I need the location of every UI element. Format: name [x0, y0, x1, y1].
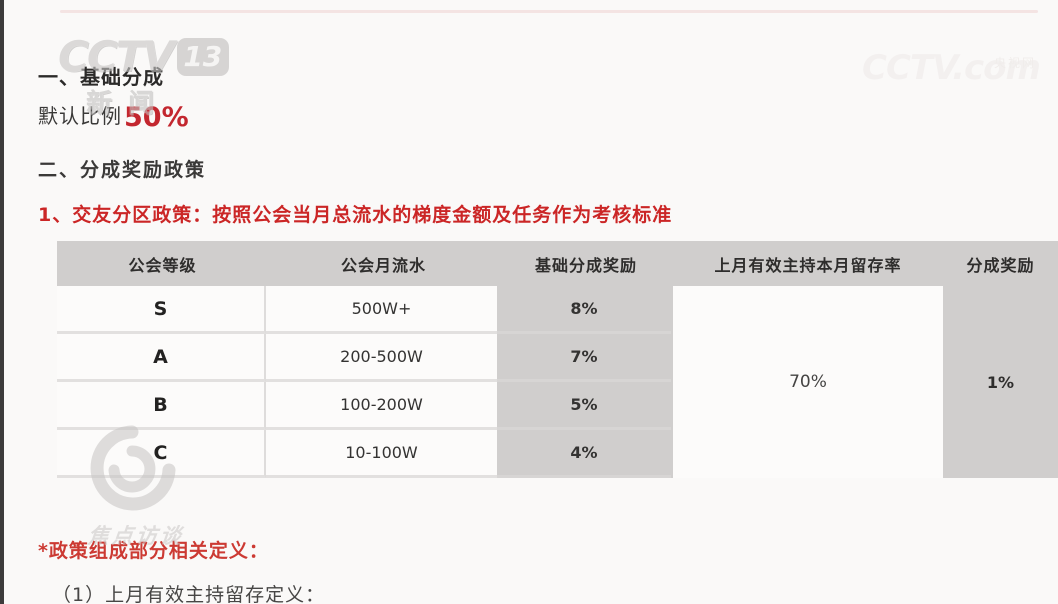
table-body: S 500W+ 8% A 200-500W 7% B 100-200W 5% C…: [57, 286, 1058, 478]
grade-cell: S: [57, 286, 266, 334]
section2-title: 二、分成奖励政策: [38, 159, 207, 181]
table-row: B 100-200W 5%: [57, 382, 1058, 430]
definition-item-1: （1）上月有效主持留存定义：: [52, 584, 326, 604]
header-guild-grade: 公会等级: [128, 255, 197, 275]
header-retention-rate: 上月有效主持本月留存率: [714, 255, 902, 275]
policy-rule-line: 1、交友分区政策：按照公会当月总流水的梯度金额及任务作为考核标准: [38, 204, 673, 226]
section1-title: 一、基础分成: [38, 65, 164, 89]
channel-13-badge: 13: [176, 37, 229, 76]
base-bonus-cell: 4%: [497, 430, 671, 478]
table-row: A 200-500W 7%: [57, 334, 1058, 382]
grade-cell: C: [57, 430, 266, 478]
grade-cell: B: [57, 382, 266, 430]
base-bonus-cell: 7%: [497, 334, 671, 382]
table-row: S 500W+ 8%: [57, 286, 1058, 334]
cctvcom-watermark: CCTV.com 央视网: [862, 48, 1041, 88]
guild-bonus-table: 公会等级 公会月流水 基础分成奖励 上月有效主持本月留存率 分成奖励 S 500…: [57, 241, 1058, 478]
flow-cell: 200-500W: [266, 334, 497, 382]
flow-cell: 100-200W: [266, 382, 497, 430]
cctvcom-cn-caption: 央视网: [993, 56, 1036, 70]
base-bonus-cell: 5%: [497, 382, 671, 430]
grade-cell: A: [57, 334, 266, 382]
table-header-row: 公会等级 公会月流水 基础分成奖励 上月有效主持本月留存率 分成奖励: [57, 241, 1058, 286]
default-ratio-line: 默认比例 50%: [38, 100, 189, 133]
default-ratio-value: 50%: [124, 102, 189, 133]
header-monthly-flow: 公会月流水: [340, 255, 426, 275]
header-base-bonus: 基础分成奖励: [534, 255, 637, 275]
cctvcom-logo-text: CCTV.com: [862, 48, 1041, 88]
left-edge-bar: [0, 0, 4, 604]
flow-cell: 10-100W: [266, 430, 497, 478]
flow-cell: 500W+: [266, 286, 497, 334]
default-ratio-label: 默认比例: [38, 104, 122, 128]
header-share-bonus: 分成奖励: [966, 255, 1035, 275]
base-bonus-cell: 8%: [497, 286, 671, 334]
share-bonus-merged-cell: 1%: [986, 372, 1015, 392]
retention-rate-merged-cell: 70%: [673, 286, 943, 478]
faint-divider-line: [60, 10, 1038, 13]
definitions-title: *政策组成部分相关定义：: [38, 540, 269, 562]
